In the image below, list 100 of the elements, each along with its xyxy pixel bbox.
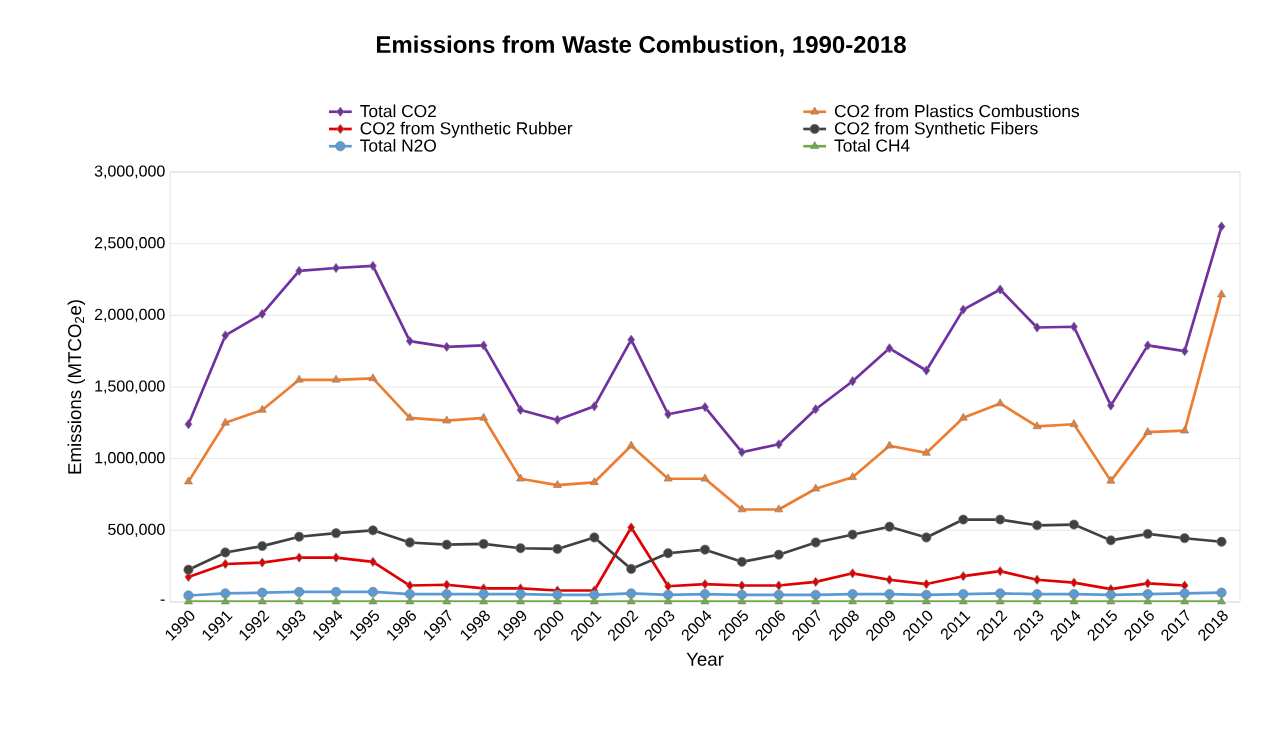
point [405,596,415,605]
point [258,557,267,568]
point [774,504,784,513]
point [996,284,1004,295]
legend-label: Total CO2 [360,104,436,118]
point [553,596,562,605]
point [1105,535,1116,546]
point [701,402,709,413]
point [1032,421,1042,430]
point [811,404,820,415]
point [663,548,674,559]
point [367,586,378,597]
point [958,412,968,421]
point [811,483,821,492]
point [885,440,894,449]
point [295,552,303,563]
point [1217,221,1226,232]
point [1070,321,1078,332]
point [442,579,451,590]
point [738,580,746,591]
point [1033,322,1041,333]
point [1180,346,1189,357]
point [700,596,710,605]
point [922,579,931,590]
point [516,404,525,415]
point [848,596,857,605]
point [479,340,488,351]
point [995,398,1005,407]
chart-title: Emissions from Waste Combustion, 1990-2018 [376,35,906,57]
point [589,596,599,605]
point [1106,475,1116,484]
legend-label: Total CH4 [834,138,910,152]
point [1069,596,1079,605]
point [294,531,305,542]
point [257,587,268,598]
point [1143,578,1152,589]
point [811,576,820,587]
point [626,596,636,605]
point [553,480,562,488]
point [368,596,378,605]
y-tick-label: 2,500,000 [94,237,165,251]
point [589,477,599,485]
point [442,415,452,424]
legend-label: CO2 from Synthetic Fibers [834,121,1038,138]
point [1069,419,1079,427]
point [700,473,710,482]
point [516,596,525,605]
point [664,581,672,592]
point [1143,340,1152,351]
point [478,589,489,600]
point [220,588,231,599]
y-tick-label: 2,000,000 [94,308,165,322]
point [257,541,268,552]
point [774,580,783,591]
point [737,504,747,513]
point [664,409,672,420]
point [663,596,673,605]
point [332,552,340,563]
point [1032,596,1042,605]
point [1106,596,1116,605]
point [921,447,931,456]
point [810,537,821,548]
point [369,556,377,567]
point [404,589,415,600]
point [1143,427,1153,435]
point [294,596,304,605]
point [331,374,341,383]
point [921,596,931,605]
point [295,265,303,276]
point [1143,596,1153,605]
point [958,589,969,600]
point [442,341,451,352]
point [184,476,193,485]
point [1142,528,1153,539]
point [405,336,414,347]
point [479,596,489,605]
point [737,596,747,605]
point [1107,400,1115,411]
y-tick-label: 3,000,000 [94,165,165,179]
y-axis-title: Emissions (MTCO$_{2}$e) [67,300,85,474]
point [331,586,342,597]
point [995,588,1006,599]
point [774,439,783,450]
point [332,263,340,274]
point [959,571,968,582]
point [369,260,377,271]
point [294,586,305,597]
point [294,374,304,383]
point [405,412,415,421]
point [626,588,637,599]
point [701,579,709,590]
point [478,538,489,549]
point [626,440,636,449]
point [1068,589,1079,600]
point [516,473,525,482]
legend-label: CO2 from Synthetic Rubber [360,121,573,138]
point [773,549,784,560]
point [663,473,673,482]
point [700,589,711,600]
point [847,529,858,540]
